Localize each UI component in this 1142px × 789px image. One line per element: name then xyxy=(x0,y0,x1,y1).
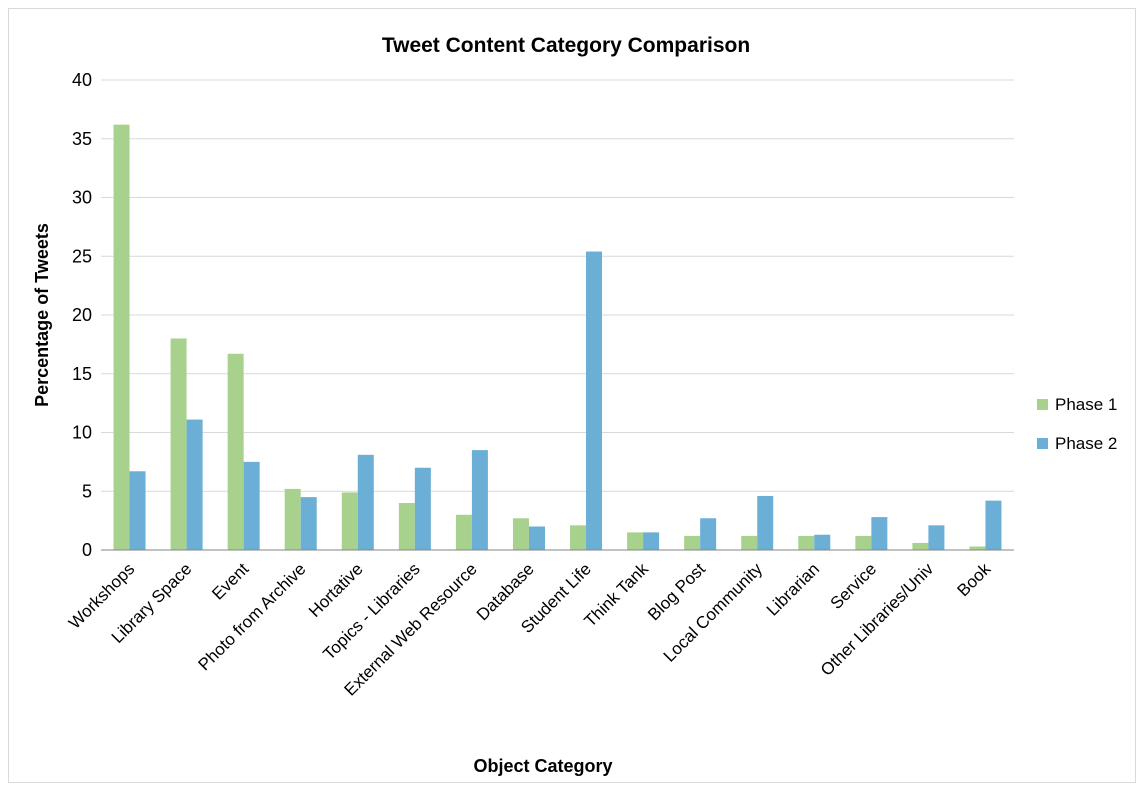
y-tick-label: 35 xyxy=(72,129,92,149)
y-axis-ticks: 0 5 10 15 20 25 30 35 40 xyxy=(72,70,92,560)
x-tick-label: Event xyxy=(208,559,252,603)
bar-phase-1 xyxy=(341,492,358,550)
chart-title: Tweet Content Category Comparison xyxy=(382,34,750,57)
y-tick-label: 40 xyxy=(72,70,92,90)
bar-phase-1 xyxy=(855,535,872,550)
y-axis-title: Percentage of Tweets xyxy=(32,223,52,407)
bar-phase-1 xyxy=(912,542,929,550)
bar-phase-2 xyxy=(643,532,660,550)
legend-label: Phase 1 xyxy=(1055,395,1117,414)
bar-phase-1 xyxy=(798,535,815,550)
y-tick-label: 0 xyxy=(82,540,92,560)
bar-phase-2 xyxy=(985,500,1002,550)
chart-frame xyxy=(8,8,1136,783)
bar-phase-1 xyxy=(284,488,301,550)
legend-label: Phase 2 xyxy=(1055,434,1117,453)
bar-phase-2 xyxy=(814,534,831,550)
bar-phase-1 xyxy=(170,338,187,550)
legend-swatch xyxy=(1037,399,1048,410)
y-tick-label: 5 xyxy=(82,481,92,501)
x-tick-label: Librarian xyxy=(763,559,823,619)
legend: Phase 1 Phase 2 xyxy=(1037,395,1117,453)
bar-phase-1 xyxy=(455,514,472,550)
legend-swatch xyxy=(1037,438,1048,449)
y-tick-label: 15 xyxy=(72,364,92,384)
bar-phase-2 xyxy=(471,450,488,550)
bar-phase-1 xyxy=(398,503,415,550)
y-tick-label: 20 xyxy=(72,305,92,325)
bar-phase-2 xyxy=(871,517,888,550)
bar-phase-2 xyxy=(186,419,203,550)
bar-phase-1 xyxy=(627,532,644,550)
bar-phase-2 xyxy=(757,495,774,550)
y-tick-label: 30 xyxy=(72,188,92,208)
bar-phase-2 xyxy=(243,461,260,550)
x-axis-title: Object Category xyxy=(473,756,612,776)
bar-phase-2 xyxy=(129,471,146,550)
bar-phase-2 xyxy=(414,467,431,550)
x-tick-label: Photo from Archive xyxy=(195,559,310,674)
bar-phase-1 xyxy=(741,535,758,550)
bar-phase-1 xyxy=(227,353,244,550)
bar-phase-2 xyxy=(357,454,374,550)
bar-phase-1 xyxy=(113,124,130,551)
bar-phase-2 xyxy=(586,251,603,551)
bars xyxy=(113,124,1002,551)
bar-phase-2 xyxy=(528,526,545,550)
bar-phase-1 xyxy=(684,535,701,550)
bar-phase-1 xyxy=(512,518,529,550)
y-tick-label: 10 xyxy=(72,423,92,443)
bar-phase-2 xyxy=(928,525,945,550)
bar-phase-2 xyxy=(700,518,717,550)
x-tick-label: Topics - Libraries xyxy=(319,559,423,663)
x-tick-label: Local Community xyxy=(660,559,767,666)
x-tick-label: Book xyxy=(953,559,994,600)
bar-phase-2 xyxy=(300,497,317,550)
x-tick-label: Service xyxy=(827,559,881,613)
bar-phase-1 xyxy=(570,525,587,550)
x-tick-label: Other Libraries/Univ xyxy=(817,559,938,680)
bar-phase-1 xyxy=(969,546,986,550)
y-tick-label: 25 xyxy=(72,246,92,266)
